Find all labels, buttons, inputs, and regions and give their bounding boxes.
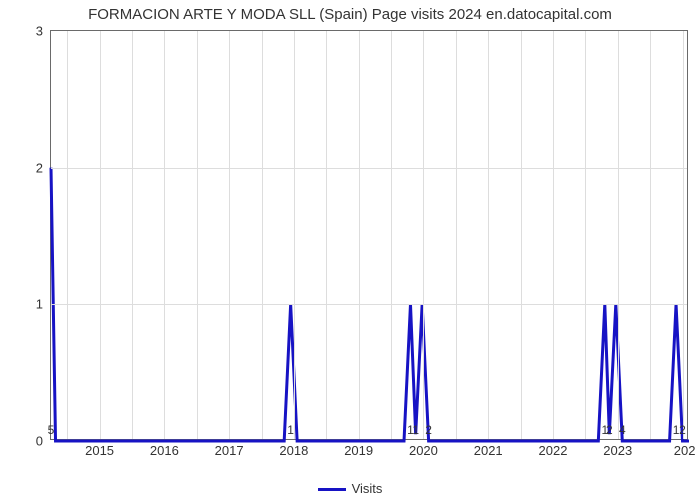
data-point-label: 5 — [48, 423, 55, 437]
data-point-label: 1 — [287, 423, 294, 437]
gridline-vertical — [585, 31, 586, 439]
gridline-vertical — [262, 31, 263, 439]
gridline-vertical — [423, 31, 424, 439]
gridline-vertical — [391, 31, 392, 439]
legend-swatch — [318, 488, 346, 491]
plot-area: 0123201520162017201820192020202120222023… — [50, 30, 688, 440]
gridline-vertical — [100, 31, 101, 439]
gridline-vertical — [683, 31, 684, 439]
data-point-label: 2 — [679, 423, 686, 437]
x-tick-label: 2017 — [215, 443, 244, 458]
chart-title: FORMACION ARTE Y MODA SLL (Spain) Page v… — [0, 6, 700, 23]
data-point-label: 2 — [425, 423, 432, 437]
gridline-horizontal — [51, 304, 687, 305]
y-tick-label: 1 — [36, 297, 43, 312]
gridline-vertical — [294, 31, 295, 439]
x-tick-label: 2022 — [539, 443, 568, 458]
gridline-vertical — [650, 31, 651, 439]
gridline-vertical — [197, 31, 198, 439]
gridline-horizontal — [51, 168, 687, 169]
gridline-vertical — [132, 31, 133, 439]
gridline-vertical — [521, 31, 522, 439]
x-tick-label: 2018 — [279, 443, 308, 458]
y-tick-label: 3 — [36, 24, 43, 39]
visits-line — [51, 31, 689, 441]
gridline-vertical — [326, 31, 327, 439]
gridline-vertical — [359, 31, 360, 439]
y-tick-label: 0 — [36, 434, 43, 449]
x-tick-label: 2019 — [344, 443, 373, 458]
gridline-vertical — [618, 31, 619, 439]
x-tick-label: 2015 — [85, 443, 114, 458]
gridline-vertical — [164, 31, 165, 439]
gridline-vertical — [488, 31, 489, 439]
x-tick-label: 2020 — [409, 443, 438, 458]
gridline-vertical — [229, 31, 230, 439]
x-tick-label: 2021 — [474, 443, 503, 458]
chart-container: FORMACION ARTE Y MODA SLL (Spain) Page v… — [0, 0, 700, 500]
gridline-vertical — [553, 31, 554, 439]
gridline-vertical — [456, 31, 457, 439]
x-tick-label: 2023 — [603, 443, 632, 458]
legend-label: Visits — [352, 481, 383, 496]
x-tick-label-clipped: 202 — [674, 443, 696, 458]
data-point-label: 2 — [606, 423, 613, 437]
y-tick-label: 2 — [36, 160, 43, 175]
data-point-label: 1 — [412, 423, 419, 437]
legend: Visits — [0, 481, 700, 496]
data-point-label: 4 — [619, 423, 626, 437]
x-tick-label: 2016 — [150, 443, 179, 458]
gridline-vertical — [67, 31, 68, 439]
